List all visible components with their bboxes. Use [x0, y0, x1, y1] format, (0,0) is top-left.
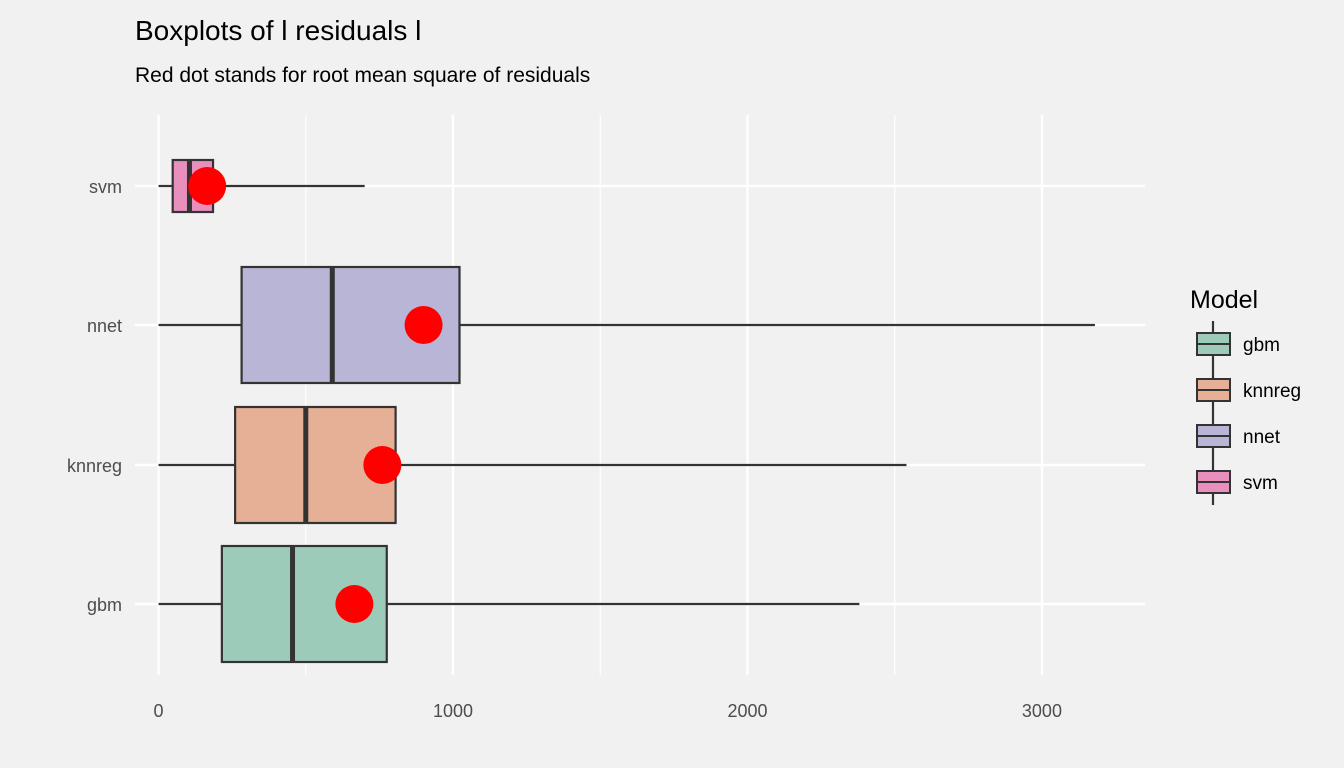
- y-tick-label: nnet: [87, 316, 122, 336]
- x-tick-label: 1000: [433, 701, 473, 721]
- x-tick-label: 2000: [727, 701, 767, 721]
- rms-dot: [363, 446, 402, 484]
- y-tick-label: gbm: [87, 595, 122, 615]
- x-axis-tick-labels: 0 1000 2000 3000: [154, 701, 1062, 721]
- legend: Model gbm knnreg nnet svm: [1190, 286, 1301, 505]
- box-gbm: [158, 544, 860, 664]
- box-svm: [158, 158, 365, 214]
- boxes: [158, 158, 1095, 664]
- y-tick-label: knnreg: [67, 456, 122, 476]
- rms-dot: [404, 306, 443, 344]
- rms-dot: [188, 167, 227, 205]
- y-tick-label: svm: [89, 177, 122, 197]
- y-axis-tick-labels: gbm knnreg nnet svm: [67, 177, 122, 615]
- chart-subtitle: Red dot stands for root mean square of r…: [135, 64, 590, 87]
- box-knnreg: [158, 405, 907, 525]
- legend-label: gbm: [1243, 335, 1280, 356]
- box-nnet: [158, 265, 1095, 385]
- legend-item-gbm: gbm: [1196, 321, 1280, 367]
- chart-title: Boxplots of l residuals l: [135, 15, 421, 46]
- legend-item-nnet: nnet: [1196, 413, 1281, 459]
- legend-label: nnet: [1243, 427, 1281, 448]
- legend-item-svm: svm: [1196, 459, 1278, 505]
- x-tick-label: 0: [154, 701, 164, 721]
- x-tick-label: 3000: [1022, 701, 1062, 721]
- rms-dot: [335, 585, 374, 623]
- legend-label: svm: [1243, 473, 1278, 494]
- legend-title: Model: [1190, 286, 1258, 314]
- legend-item-knnreg: knnreg: [1196, 367, 1301, 413]
- legend-label: knnreg: [1243, 381, 1301, 402]
